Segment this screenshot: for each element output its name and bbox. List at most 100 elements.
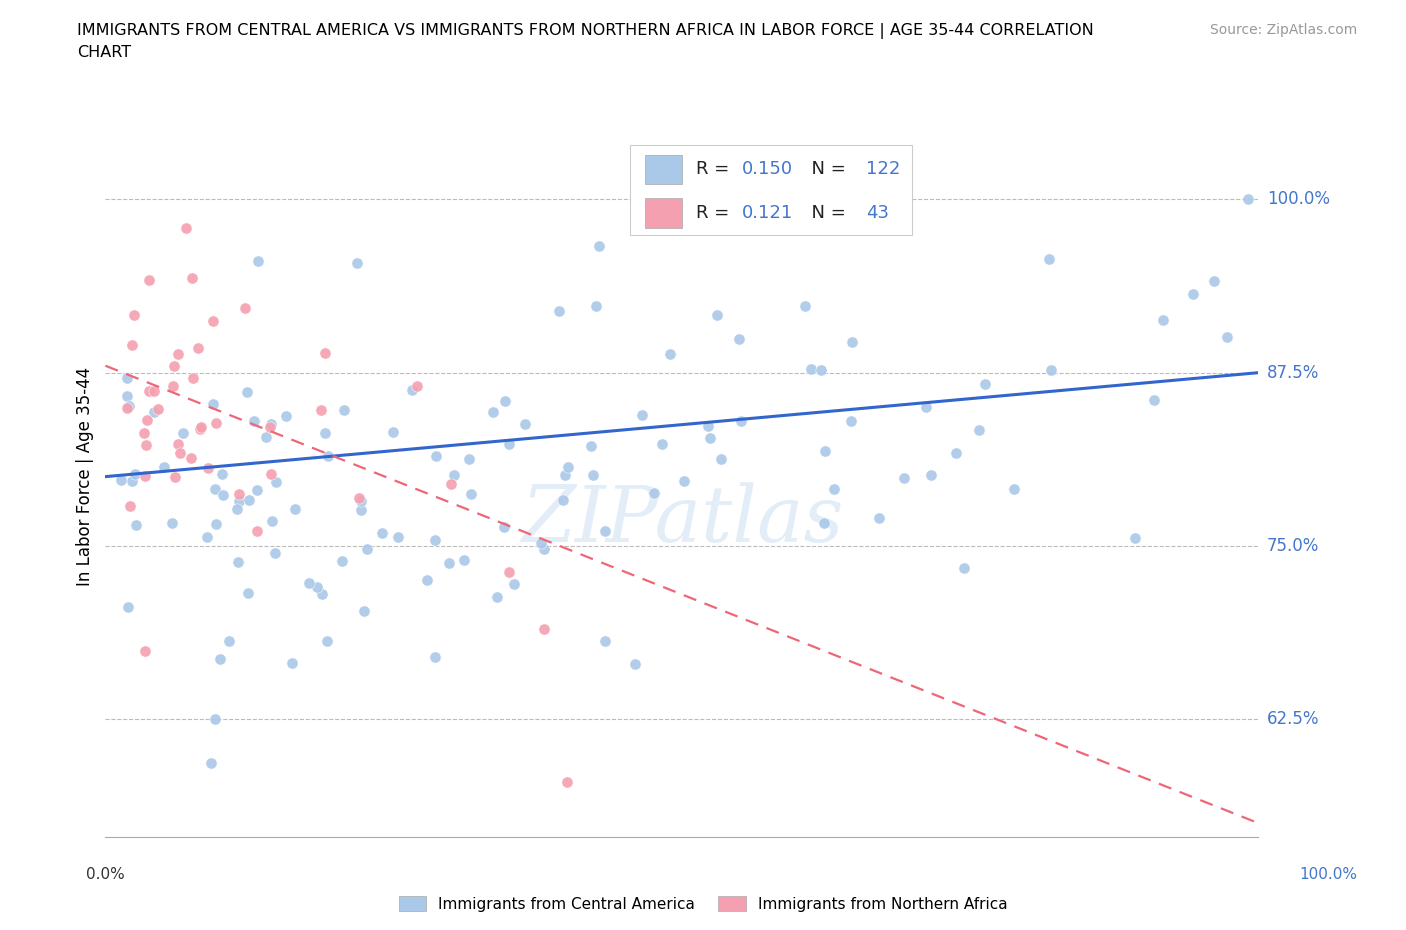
Point	[498, 436, 520, 451]
Text: 0.150: 0.150	[742, 160, 793, 179]
Point	[347, 490, 370, 505]
Point	[121, 473, 143, 488]
Text: ZIPatlas: ZIPatlas	[520, 482, 844, 558]
Point	[315, 633, 337, 648]
Point	[699, 431, 721, 445]
Point	[350, 494, 373, 509]
Point	[458, 451, 481, 466]
Point	[423, 533, 446, 548]
Text: 62.5%: 62.5%	[1267, 711, 1319, 728]
Text: 100.0%: 100.0%	[1299, 867, 1358, 882]
Text: Source: ZipAtlas.com: Source: ZipAtlas.com	[1209, 23, 1357, 37]
Text: 87.5%: 87.5%	[1267, 364, 1319, 381]
Text: R =: R =	[696, 204, 735, 221]
Point	[425, 448, 447, 463]
Point	[387, 529, 409, 544]
Point	[460, 486, 482, 501]
Point	[551, 493, 574, 508]
Point	[533, 542, 555, 557]
Point	[813, 515, 835, 530]
Point	[115, 400, 138, 415]
Point	[162, 359, 184, 374]
Point	[174, 221, 197, 236]
Point	[110, 472, 132, 487]
Point	[236, 384, 259, 399]
Point	[212, 488, 235, 503]
Point	[211, 467, 233, 482]
Point	[730, 414, 752, 429]
Point	[440, 477, 463, 492]
Text: N =: N =	[800, 160, 851, 179]
Point	[135, 438, 157, 453]
Point	[437, 555, 460, 570]
Bar	[630, 145, 912, 235]
Point	[181, 370, 204, 385]
Point	[226, 502, 249, 517]
Point	[1216, 329, 1239, 344]
Point	[579, 439, 602, 454]
Point	[557, 459, 579, 474]
Point	[142, 405, 165, 419]
Point	[136, 412, 159, 427]
Point	[259, 419, 281, 434]
Point	[1152, 312, 1174, 327]
Point	[502, 577, 524, 591]
Point	[204, 416, 226, 431]
Point	[613, 871, 636, 886]
Text: IMMIGRANTS FROM CENTRAL AMERICA VS IMMIGRANTS FROM NORTHERN AFRICA IN LABOR FORC: IMMIGRANTS FROM CENTRAL AMERICA VS IMMIG…	[77, 23, 1094, 60]
Point	[260, 416, 283, 431]
Point	[593, 524, 616, 538]
Point	[974, 377, 997, 392]
Point	[238, 492, 260, 507]
Point	[346, 256, 368, 271]
Point	[314, 426, 336, 441]
Point	[316, 448, 339, 463]
Point	[651, 436, 673, 451]
Point	[585, 299, 607, 313]
Point	[443, 468, 465, 483]
Point	[350, 502, 373, 517]
Point	[710, 451, 733, 466]
Point	[172, 426, 194, 441]
Point	[800, 362, 823, 377]
Point	[498, 565, 520, 579]
Point	[810, 363, 832, 378]
Point	[208, 652, 231, 667]
Point	[814, 444, 837, 458]
Point	[333, 403, 356, 418]
Point	[202, 396, 225, 411]
Point	[124, 518, 146, 533]
Point	[555, 774, 578, 789]
Point	[138, 272, 160, 287]
Point	[727, 331, 749, 346]
Point	[309, 402, 332, 417]
Point	[643, 486, 665, 501]
Point	[920, 468, 942, 483]
Point	[200, 756, 222, 771]
Point	[153, 459, 176, 474]
Point	[1038, 252, 1060, 267]
Point	[138, 384, 160, 399]
Point	[146, 401, 169, 416]
Point	[205, 516, 228, 531]
Point	[264, 474, 287, 489]
Point	[195, 529, 218, 544]
Text: 75.0%: 75.0%	[1267, 537, 1319, 555]
Point	[839, 414, 862, 429]
Point	[298, 576, 321, 591]
Bar	[645, 198, 682, 228]
Point	[263, 545, 285, 560]
Point	[658, 346, 681, 361]
Point	[371, 525, 394, 540]
Point	[204, 711, 226, 726]
Point	[307, 579, 329, 594]
Point	[794, 299, 817, 313]
Point	[492, 519, 515, 534]
Point	[284, 501, 307, 516]
Point	[246, 483, 269, 498]
Point	[515, 417, 537, 432]
Point	[631, 407, 654, 422]
Point	[276, 408, 298, 423]
Point	[1181, 286, 1204, 301]
Point	[356, 541, 378, 556]
